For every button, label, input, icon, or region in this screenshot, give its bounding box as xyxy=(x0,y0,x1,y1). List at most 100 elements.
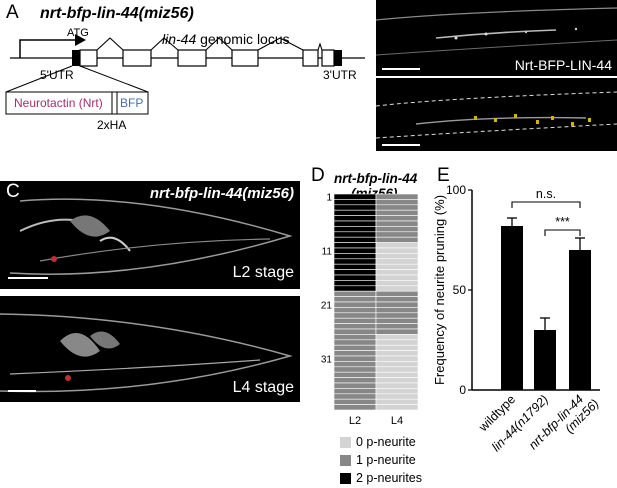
heatmap-cell xyxy=(375,204,419,211)
heatmap-cell xyxy=(333,366,377,373)
heatmap-cell xyxy=(375,377,419,384)
bfp-label: BFP xyxy=(120,96,144,110)
significance-label: n.s. xyxy=(536,187,556,201)
heatmap-cell xyxy=(375,193,419,200)
heatmap-cell xyxy=(333,328,377,335)
scale-bar xyxy=(382,144,420,146)
micrograph-c-bottom: L4 stage xyxy=(0,296,300,402)
heatmap-cell xyxy=(375,242,419,249)
heatmap-cell xyxy=(333,204,377,211)
heatmap-cell xyxy=(375,236,419,243)
legend-one-label: 1 p-neurite xyxy=(356,453,416,467)
heatmap-cell xyxy=(333,307,377,314)
legend-zero-label: 0 p-neurite xyxy=(356,435,416,449)
utr5-label: 5'UTR xyxy=(40,68,74,82)
y-tick-label: 0 xyxy=(459,383,466,397)
heatmap-cell xyxy=(333,296,377,303)
heatmap-cell xyxy=(375,274,419,281)
heatmap-cell xyxy=(333,404,377,411)
heatmap-cell xyxy=(333,231,377,238)
panel-a-title: nrt-bfp-lin-44(miz56) xyxy=(40,5,194,22)
y-tick-label: 50 xyxy=(453,283,467,297)
legend-two: 2 p-neurites xyxy=(340,471,422,485)
heatmap-column-label: L2 xyxy=(349,415,361,427)
panel-e-label: E xyxy=(437,165,450,186)
heatmap-cell xyxy=(375,199,419,206)
heatmap-cell xyxy=(333,226,377,233)
heatmap-cell xyxy=(375,355,419,362)
heatmap-cell xyxy=(375,231,419,238)
heatmap-cell xyxy=(333,209,377,216)
heatmap-cell xyxy=(375,334,419,341)
scale-bar xyxy=(8,390,36,392)
heatmap-cell xyxy=(375,404,419,411)
bar xyxy=(534,330,556,390)
heatmap-cell xyxy=(333,280,377,287)
scale-bar xyxy=(8,277,48,279)
heatmap-cell xyxy=(375,220,419,227)
heatmap-cell xyxy=(333,355,377,362)
heatmap-cell xyxy=(333,398,377,405)
y-axis-label: Frequency of neurite pruning (%) xyxy=(432,195,447,385)
y-tick-label: 100 xyxy=(446,183,466,197)
heatmap-cell xyxy=(333,199,377,206)
heatmap-cell xyxy=(333,220,377,227)
heatmap-cell xyxy=(333,371,377,378)
b-caption: Nrt-BFP-LIN-44 xyxy=(514,57,612,73)
heatmap-cell xyxy=(375,263,419,270)
micrograph-c-top: nrt-bfp-lin-44(miz56) L2 stage xyxy=(0,181,300,289)
locus-gene-name: lin-44 xyxy=(162,31,197,47)
heatmap-cell xyxy=(333,334,377,341)
heatmap-cell xyxy=(333,193,377,200)
heatmap-cell xyxy=(375,307,419,314)
panel-c-label: C xyxy=(6,181,20,202)
heatmap-cell xyxy=(333,253,377,260)
micrograph-b-bottom xyxy=(376,78,617,151)
panel-d-label: D xyxy=(311,165,325,186)
heatmap-cell xyxy=(375,215,419,222)
ha-label: 2xHA xyxy=(97,118,127,132)
utr3-label: 3'UTR xyxy=(323,68,357,82)
locus-text: genomic locus xyxy=(196,31,290,47)
heatmap-cell xyxy=(333,361,377,368)
heatmap-cell xyxy=(375,247,419,254)
heatmap-cell xyxy=(333,317,377,324)
legend-zero: 0 p-neurite xyxy=(340,435,416,449)
heatmap-row-tick: 31 xyxy=(321,355,333,366)
panel-a-label: A xyxy=(6,2,19,23)
heatmap-cell xyxy=(375,301,419,308)
heatmap-cell xyxy=(333,236,377,243)
heatmap-cell xyxy=(375,388,419,395)
heatmap-cell xyxy=(333,382,377,389)
locus-label: lin-44 genomic locus xyxy=(162,31,290,47)
heatmap-cell xyxy=(333,258,377,265)
heatmap-cell xyxy=(375,226,419,233)
heatmap-cell xyxy=(375,296,419,303)
heatmap-cell xyxy=(375,290,419,297)
atg-label: ATG xyxy=(67,27,89,39)
heatmap-row-tick: 21 xyxy=(321,301,333,312)
heatmap-cell xyxy=(375,393,419,400)
heatmap-cell xyxy=(375,350,419,357)
bar xyxy=(569,250,591,390)
heatmap-cell xyxy=(333,274,377,281)
nrt-label: Neurotactin (Nrt) xyxy=(14,96,103,110)
heatmap-cell xyxy=(375,209,419,216)
c-title: nrt-bfp-lin-44(miz56) xyxy=(149,185,294,202)
heatmap-cell xyxy=(333,312,377,319)
legend-swatch-zero xyxy=(340,436,351,448)
heatmap-cell xyxy=(333,263,377,270)
heatmap-cell xyxy=(375,344,419,351)
d-title-line1: nrt-bfp-lin-44 xyxy=(334,171,418,186)
heatmap-column-label: L4 xyxy=(391,415,403,427)
heatmap-cell xyxy=(375,269,419,276)
heatmap-cell xyxy=(375,285,419,292)
heatmap-cell xyxy=(333,377,377,384)
c-stage-top: L2 stage xyxy=(232,264,294,281)
heatmap-cell xyxy=(333,344,377,351)
heatmap-cell xyxy=(333,242,377,249)
heatmap-row-tick: 1 xyxy=(326,193,332,204)
heatmap-cell xyxy=(333,393,377,400)
